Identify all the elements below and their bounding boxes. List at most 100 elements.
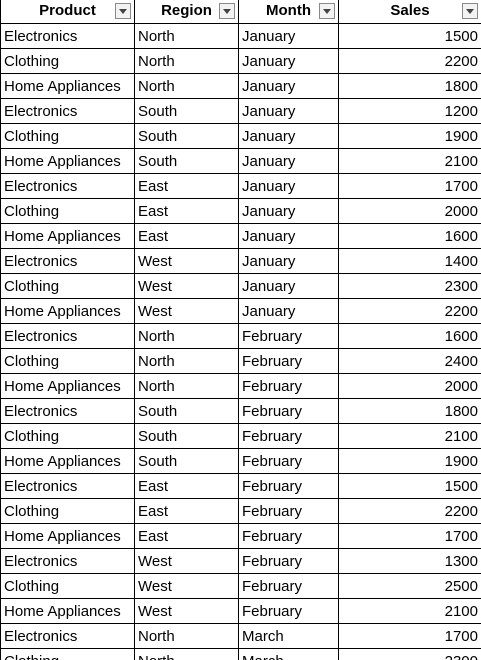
region-cell[interactable]: East — [134, 223, 239, 249]
region-cell[interactable]: West — [134, 298, 239, 324]
region-cell[interactable]: North — [134, 348, 239, 374]
region-cell[interactable]: South — [134, 423, 239, 449]
header-product[interactable]: Product — [0, 0, 135, 24]
sales-cell[interactable]: 2300 — [338, 273, 481, 299]
region-cell[interactable]: North — [134, 48, 239, 74]
product-filter-button[interactable] — [115, 3, 131, 19]
month-cell[interactable]: January — [238, 198, 339, 224]
product-cell[interactable]: Home Appliances — [0, 448, 135, 474]
product-cell[interactable]: Home Appliances — [0, 298, 135, 324]
product-cell[interactable]: Clothing — [0, 273, 135, 299]
region-cell[interactable]: West — [134, 248, 239, 274]
month-cell[interactable]: February — [238, 323, 339, 349]
region-cell[interactable]: West — [134, 548, 239, 574]
month-cell[interactable]: February — [238, 498, 339, 524]
sales-cell[interactable]: 1500 — [338, 23, 481, 49]
product-cell[interactable]: Electronics — [0, 548, 135, 574]
month-cell[interactable]: January — [238, 73, 339, 99]
sales-cell[interactable]: 1900 — [338, 448, 481, 474]
product-cell[interactable]: Home Appliances — [0, 373, 135, 399]
month-cell[interactable]: January — [238, 98, 339, 124]
month-cell[interactable]: January — [238, 23, 339, 49]
product-cell[interactable]: Home Appliances — [0, 523, 135, 549]
region-filter-button[interactable] — [219, 3, 235, 19]
region-cell[interactable]: East — [134, 523, 239, 549]
product-cell[interactable]: Electronics — [0, 248, 135, 274]
sales-cell[interactable]: 1700 — [338, 523, 481, 549]
region-cell[interactable]: West — [134, 573, 239, 599]
region-cell[interactable]: North — [134, 73, 239, 99]
sales-cell[interactable]: 2200 — [338, 48, 481, 74]
product-cell[interactable]: Clothing — [0, 648, 135, 660]
month-cell[interactable]: January — [238, 273, 339, 299]
sales-cell[interactable]: 1800 — [338, 73, 481, 99]
sales-cell[interactable]: 2400 — [338, 348, 481, 374]
product-cell[interactable]: Electronics — [0, 398, 135, 424]
product-cell[interactable]: Electronics — [0, 473, 135, 499]
month-cell[interactable]: January — [238, 223, 339, 249]
product-cell[interactable]: Clothing — [0, 348, 135, 374]
month-cell[interactable]: March — [238, 648, 339, 660]
region-cell[interactable]: North — [134, 323, 239, 349]
sales-cell[interactable]: 1700 — [338, 623, 481, 649]
region-cell[interactable]: South — [134, 148, 239, 174]
header-month[interactable]: Month — [238, 0, 339, 24]
region-cell[interactable]: South — [134, 123, 239, 149]
sales-cell[interactable]: 1400 — [338, 248, 481, 274]
sales-cell[interactable]: 1200 — [338, 98, 481, 124]
month-cell[interactable]: January — [238, 48, 339, 74]
month-cell[interactable]: January — [238, 248, 339, 274]
header-region[interactable]: Region — [134, 0, 239, 24]
month-cell[interactable]: February — [238, 373, 339, 399]
month-cell[interactable]: March — [238, 623, 339, 649]
month-cell[interactable]: January — [238, 298, 339, 324]
sales-cell[interactable]: 2100 — [338, 598, 481, 624]
region-cell[interactable]: South — [134, 398, 239, 424]
month-cell[interactable]: February — [238, 598, 339, 624]
product-cell[interactable]: Electronics — [0, 173, 135, 199]
month-cell[interactable]: February — [238, 348, 339, 374]
product-cell[interactable]: Clothing — [0, 48, 135, 74]
product-cell[interactable]: Home Appliances — [0, 598, 135, 624]
sales-cell[interactable]: 2200 — [338, 498, 481, 524]
product-cell[interactable]: Clothing — [0, 198, 135, 224]
region-cell[interactable]: North — [134, 648, 239, 660]
region-cell[interactable]: East — [134, 498, 239, 524]
product-cell[interactable]: Electronics — [0, 23, 135, 49]
product-cell[interactable]: Electronics — [0, 623, 135, 649]
region-cell[interactable]: West — [134, 273, 239, 299]
product-cell[interactable]: Electronics — [0, 98, 135, 124]
month-filter-button[interactable] — [319, 3, 335, 19]
product-cell[interactable]: Home Appliances — [0, 73, 135, 99]
month-cell[interactable]: February — [238, 473, 339, 499]
month-cell[interactable]: January — [238, 148, 339, 174]
region-cell[interactable]: North — [134, 23, 239, 49]
region-cell[interactable]: East — [134, 473, 239, 499]
sales-cell[interactable]: 2100 — [338, 148, 481, 174]
month-cell[interactable]: February — [238, 573, 339, 599]
month-cell[interactable]: February — [238, 423, 339, 449]
product-cell[interactable]: Clothing — [0, 423, 135, 449]
month-cell[interactable]: February — [238, 523, 339, 549]
sales-cell[interactable]: 2000 — [338, 198, 481, 224]
month-cell[interactable]: February — [238, 398, 339, 424]
sales-cell[interactable]: 1800 — [338, 398, 481, 424]
sales-cell[interactable]: 1300 — [338, 548, 481, 574]
region-cell[interactable]: East — [134, 173, 239, 199]
sales-filter-button[interactable] — [462, 3, 478, 19]
month-cell[interactable]: February — [238, 548, 339, 574]
sales-cell[interactable]: 2200 — [338, 298, 481, 324]
sales-cell[interactable]: 2300 — [338, 648, 481, 660]
sales-cell[interactable]: 1500 — [338, 473, 481, 499]
region-cell[interactable]: West — [134, 598, 239, 624]
month-cell[interactable]: January — [238, 123, 339, 149]
product-cell[interactable]: Clothing — [0, 123, 135, 149]
region-cell[interactable]: East — [134, 198, 239, 224]
region-cell[interactable]: South — [134, 98, 239, 124]
region-cell[interactable]: North — [134, 623, 239, 649]
region-cell[interactable]: South — [134, 448, 239, 474]
region-cell[interactable]: North — [134, 373, 239, 399]
sales-cell[interactable]: 2100 — [338, 423, 481, 449]
sales-cell[interactable]: 1900 — [338, 123, 481, 149]
month-cell[interactable]: January — [238, 173, 339, 199]
